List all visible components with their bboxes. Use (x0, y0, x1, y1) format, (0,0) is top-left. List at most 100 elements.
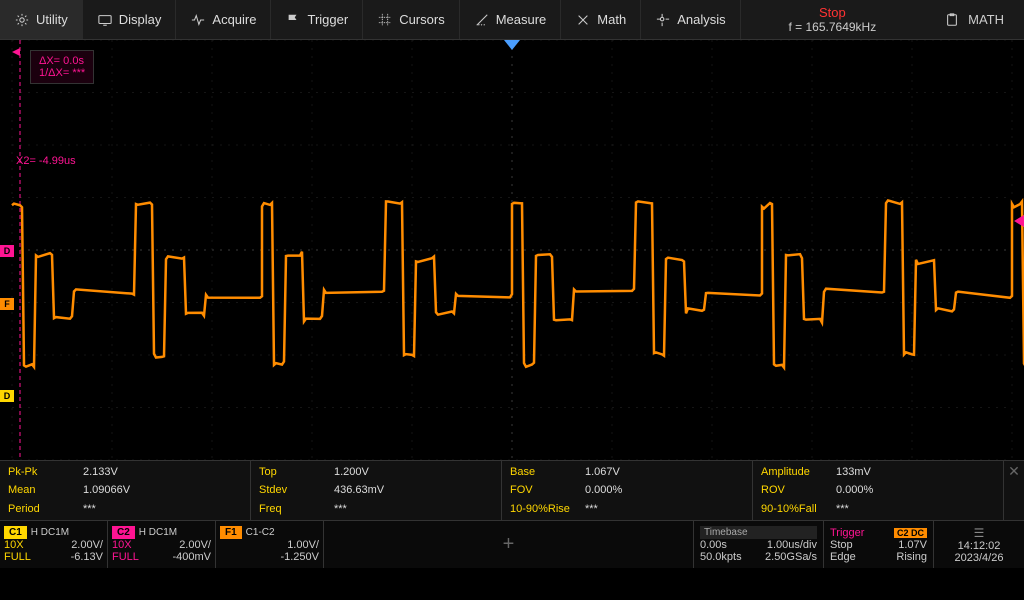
meas-row: Period*** (8, 500, 242, 518)
ch-coupling: C1-C2 (246, 527, 275, 538)
meas-value: 1.200V (334, 466, 369, 478)
cursors-label: Cursors (399, 12, 445, 27)
ch-scale: 2.00V/ (179, 539, 211, 551)
timebase-pts: 50.0kpts (700, 551, 742, 563)
meas-label: Pk-Pk (8, 466, 83, 478)
meas-value: *** (585, 503, 598, 515)
cursors-menu[interactable]: Cursors (363, 0, 460, 39)
meas-row: Base1.067V (510, 463, 744, 481)
ch-offset: -400mV (172, 551, 211, 563)
ch-offset: -6.13V (71, 551, 103, 563)
utility-label: Utility (36, 12, 68, 27)
timebase-title: Timebase (700, 526, 817, 539)
crosshair-icon: + (503, 533, 515, 556)
c2-ground-marker[interactable]: D (0, 245, 14, 257)
trigger-menu[interactable]: Trigger (271, 0, 363, 39)
utility-menu[interactable]: Utility (0, 0, 83, 39)
ch-scale: 1.00V/ (287, 539, 319, 551)
meas-close-button[interactable]: ✕ (1004, 461, 1024, 520)
trigger-label: Trigger (307, 12, 348, 27)
display-label: Display (119, 12, 162, 27)
meas-row: Amplitude133mV (761, 463, 995, 481)
meas-label: Stdev (259, 484, 334, 496)
timebase-box[interactable]: Timebase 0.00s1.00us/div 50.0kpts2.50GSa… (694, 521, 824, 568)
display-icon (97, 12, 113, 28)
meas-label: Amplitude (761, 466, 836, 478)
meas-label: Top (259, 466, 334, 478)
trigger-level-marker[interactable] (1014, 215, 1024, 227)
meas-value: *** (83, 503, 96, 515)
ch-scale: 2.00V/ (71, 539, 103, 551)
math-text: MATH (968, 12, 1004, 27)
analysis-label: Analysis (677, 12, 725, 27)
math-icon (575, 12, 591, 28)
meas-row: Freq*** (259, 500, 493, 518)
channel-c2-box[interactable]: C2 H DC1M 10X 2.00V/ FULL -400mV (108, 521, 216, 568)
menu-icon[interactable]: ☰ (974, 526, 985, 540)
ch-header: C2 H DC1M (112, 526, 211, 539)
gear-icon (14, 12, 30, 28)
meas-col-0: Pk-Pk2.133VMean1.09066VPeriod*** (0, 461, 251, 520)
trigger-box[interactable]: TriggerC2 DC Stop1.07V EdgeRising (824, 521, 934, 568)
math-menu[interactable]: Math (561, 0, 641, 39)
trigger-position-marker[interactable] (504, 40, 520, 50)
meas-value: 133mV (836, 466, 871, 478)
waveform-trace (0, 40, 1024, 460)
c1-ground-marker[interactable]: D (0, 390, 14, 402)
run-status: Stop (819, 5, 846, 20)
meas-row: Stdev436.63mV (259, 481, 493, 499)
analysis-menu[interactable]: Analysis (641, 0, 740, 39)
meas-label: Freq (259, 503, 334, 515)
counter-freq: f = 165.7649kHz (789, 20, 877, 34)
acquire-menu[interactable]: Acquire (176, 0, 271, 39)
cursors-icon (377, 12, 393, 28)
ch-coupling: H DC1M (31, 527, 69, 538)
clock-date: 2023/4/26 (955, 552, 1004, 564)
timebase-rate: 2.50GSa/s (765, 551, 817, 563)
trigger-level: 1.07V (898, 539, 927, 551)
waveform-display[interactable]: ΔX= 0.0s 1/ΔX= *** X2= -4.99us D F D (0, 40, 1024, 460)
meas-value: 1.09066V (83, 484, 130, 496)
acquire-icon (190, 12, 206, 28)
meas-value: 0.000% (585, 484, 622, 496)
measure-menu[interactable]: Measure (460, 0, 562, 39)
meas-label: Period (8, 503, 83, 515)
channel-f1-box[interactable]: F1 C1-C2 1.00V/ -1.250V (216, 521, 324, 568)
meas-col-2: Base1.067VFOV0.000%10-90%Rise*** (502, 461, 753, 520)
analysis-icon (655, 12, 671, 28)
trigger-source: C2 DC (894, 528, 927, 538)
meas-label: 90-10%Fall (761, 503, 836, 515)
ch-badge: C1 (4, 526, 27, 539)
meas-row: ROV0.000% (761, 481, 995, 499)
channel-c1-box[interactable]: C1 H DC1M 10X 2.00V/ FULL -6.13V (0, 521, 108, 568)
ch-coupling: H DC1M (139, 527, 177, 538)
ch-probe: 10X (4, 539, 24, 551)
meas-row: 90-10%Fall*** (761, 500, 995, 518)
meas-label: Base (510, 466, 585, 478)
ch-probe: 10X (112, 539, 132, 551)
f1-ground-marker[interactable]: F (0, 298, 14, 310)
main-toolbar: Utility Display Acquire Trigger Cursors … (0, 0, 1024, 40)
timebase-scale: 1.00us/div (767, 539, 817, 551)
ch-offset: -1.250V (280, 551, 319, 563)
meas-row: Pk-Pk2.133V (8, 463, 242, 481)
math-indicator[interactable]: MATH (924, 0, 1024, 39)
display-menu[interactable]: Display (83, 0, 177, 39)
ch-term: FULL (4, 551, 31, 563)
cursor-readout: ΔX= 0.0s 1/ΔX= *** (30, 50, 94, 84)
acquire-label: Acquire (212, 12, 256, 27)
clipboard-icon (944, 12, 960, 28)
meas-col-3: Amplitude133mVROV0.000%90-10%Fall*** (753, 461, 1004, 520)
meas-row: 10-90%Rise*** (510, 500, 744, 518)
meas-value: 0.000% (836, 484, 873, 496)
clock-box[interactable]: ☰ 14:12:02 2023/4/26 (934, 521, 1024, 568)
ch-header: F1 C1-C2 (220, 526, 319, 539)
meas-col-1: Top1.200VStdev436.63mVFreq*** (251, 461, 502, 520)
meas-label: ROV (761, 484, 836, 496)
measure-icon (474, 12, 490, 28)
cursor-dx: ΔX= 0.0s (39, 55, 85, 67)
ch-term: FULL (112, 551, 139, 563)
meas-value: 1.067V (585, 466, 620, 478)
trigger-type: Edge (830, 551, 856, 563)
meas-value: *** (334, 503, 347, 515)
